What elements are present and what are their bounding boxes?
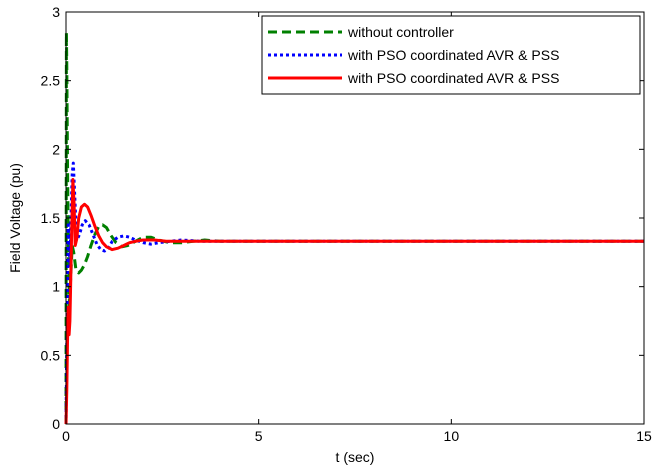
legend: without controller with PSO coordinated … [261,15,641,95]
y-tick-label: 2 [52,141,60,157]
x-tick-label: 5 [255,428,263,444]
y-axis-label: Field Voltage (pu) [7,163,23,273]
y-tick-label: 0 [52,416,60,432]
series-line-pso-solid [64,178,644,425]
y-tick-label: 1.5 [41,210,61,226]
legend-label-without-controller: without controller [347,24,454,40]
x-tick-label: 15 [636,428,652,444]
legend-label-pso-dotted: with PSO coordinated AVR & PSS [347,47,559,63]
y-tick-label: 3 [52,4,60,20]
y-tick-label: 1 [52,279,60,295]
legend-label-pso-solid: with PSO coordinated AVR & PSS [347,70,559,86]
y-tick-label: 0.5 [41,347,61,363]
x-tick-label: 0 [62,428,70,444]
y-tick-label: 2.5 [41,73,61,89]
ticks-layer: 0 5 10 15 0 0.5 1 1.5 2 2.5 3 [41,4,652,444]
x-tick-label: 10 [444,428,460,444]
x-axis-label: t (sec) [336,449,375,465]
